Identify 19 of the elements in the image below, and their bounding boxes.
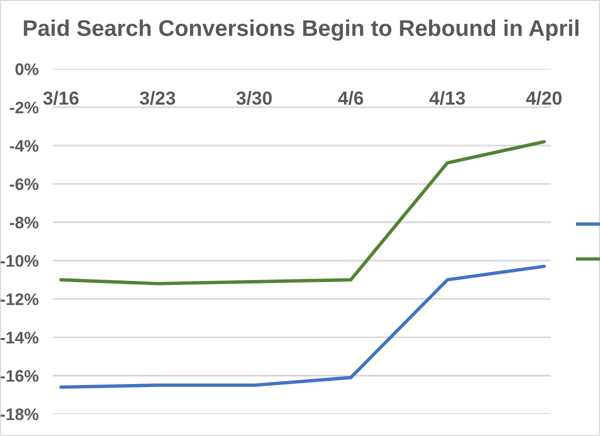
x-tick-label: 4/6 [338,90,364,105]
y-tick-label: -14% [0,332,38,344]
line-series [59,140,546,286]
x-tick-label: 3/30 [236,90,272,105]
y-tick-label: -4% [10,140,38,152]
y-tick-label: -18% [0,408,38,420]
y-tick-label: -16% [0,370,38,382]
y-tick-label: -2% [10,102,38,114]
y-tick-label: -10% [0,255,38,267]
y-tick-label: 0% [15,63,38,76]
y-tick-label: -8% [10,216,38,228]
x-tick-label: 4/13 [429,90,466,105]
x-tick-label: 4/20 [526,90,562,105]
y-tick-label: -6% [10,178,38,190]
y-tick-label: -12% [0,293,38,306]
chart-title: Paid Search Conversions Begin to Rebound in April [24,19,578,41]
x-tick-label: 3/23 [140,90,176,105]
x-tick-label: 3/16 [43,90,79,105]
line-series [59,264,546,389]
